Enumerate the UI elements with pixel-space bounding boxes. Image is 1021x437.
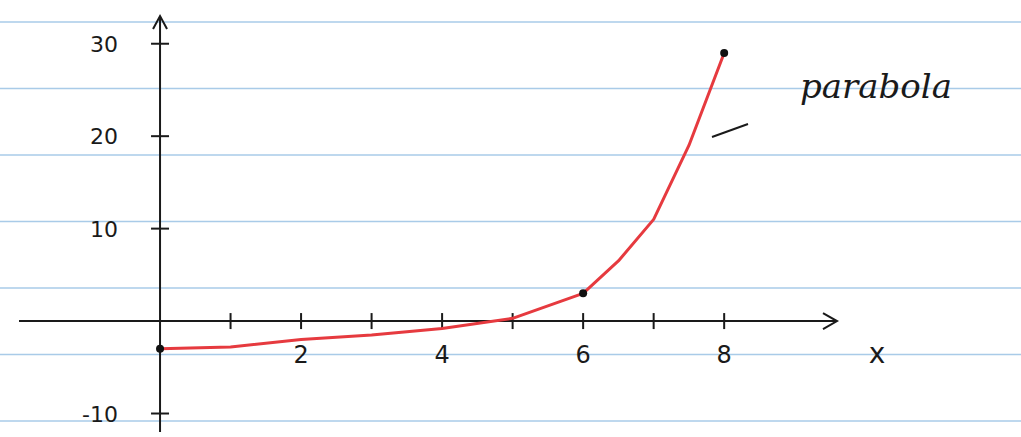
x-tick (723, 313, 725, 329)
y-axis (159, 16, 161, 432)
y-axis-arrow (153, 16, 167, 29)
y-tick-label: 20 (90, 124, 118, 149)
curve (160, 53, 724, 349)
plot-area (156, 49, 728, 353)
y-tick (151, 228, 169, 230)
point (156, 345, 164, 353)
paper-line (0, 287, 1021, 289)
y-tick (151, 43, 169, 45)
x-tick (441, 313, 443, 329)
annotation-leader (712, 124, 748, 137)
x-tick-label: 8 (717, 341, 732, 369)
x-tick (300, 313, 302, 329)
paper-lines (0, 22, 1021, 421)
x-tick-label: 2 (293, 341, 308, 369)
x-minor-tick (512, 313, 514, 329)
y-tick (151, 135, 169, 137)
paper-line (0, 221, 1021, 223)
x-tick (582, 313, 584, 329)
point (579, 289, 587, 297)
axes: 2 4 6 8 -10 10 20 30 (19, 16, 837, 432)
x-tick-label: 6 (575, 341, 590, 369)
x-axis-arrow (823, 313, 837, 329)
paper-line (0, 21, 1021, 23)
x-minor-tick (230, 313, 232, 329)
x-axis (19, 320, 837, 322)
x-minor-tick (371, 313, 373, 329)
paper-line (0, 420, 1021, 422)
chart: 2 4 6 8 -10 10 20 30 x parabola (0, 0, 1021, 437)
x-tick-label: 4 (434, 341, 449, 369)
x-minor-tick (653, 313, 655, 329)
y-tick-label: 10 (90, 217, 118, 242)
x-axis-label: x (869, 337, 886, 370)
y-tick-label: -10 (82, 402, 118, 427)
annotation: parabola (800, 66, 952, 106)
point (720, 49, 728, 57)
y-tick-label: 30 (90, 32, 118, 57)
y-tick (151, 413, 169, 415)
paper-line (0, 154, 1021, 156)
